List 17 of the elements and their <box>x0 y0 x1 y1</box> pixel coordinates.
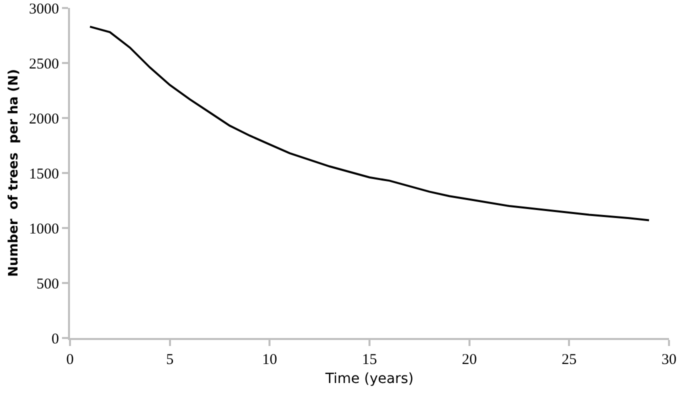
y-tick-label: 2500 <box>29 56 59 72</box>
y-tick-label: 500 <box>36 276 59 292</box>
y-tick-label: 1000 <box>29 221 59 238</box>
x-tick-label: 10 <box>262 352 278 368</box>
x-tick-label: 5 <box>166 352 174 368</box>
x-tick-label: 20 <box>462 352 477 368</box>
y-tick-label: 2000 <box>29 111 59 128</box>
x-tick-label: 15 <box>362 352 377 368</box>
line-series <box>88 26 650 222</box>
y-tick-label: 1500 <box>29 166 59 182</box>
y-axis-title: Number of trees per ha (N) <box>6 69 22 277</box>
x-axis-title: Time (years) <box>324 370 414 387</box>
x-tick-label: 30 <box>662 352 676 368</box>
x-tick-label: 0 <box>66 352 74 368</box>
y-tick-label: 3000 <box>29 1 59 18</box>
x-tick-label: 25 <box>562 352 577 368</box>
y-tick-label: 0 <box>52 331 59 348</box>
